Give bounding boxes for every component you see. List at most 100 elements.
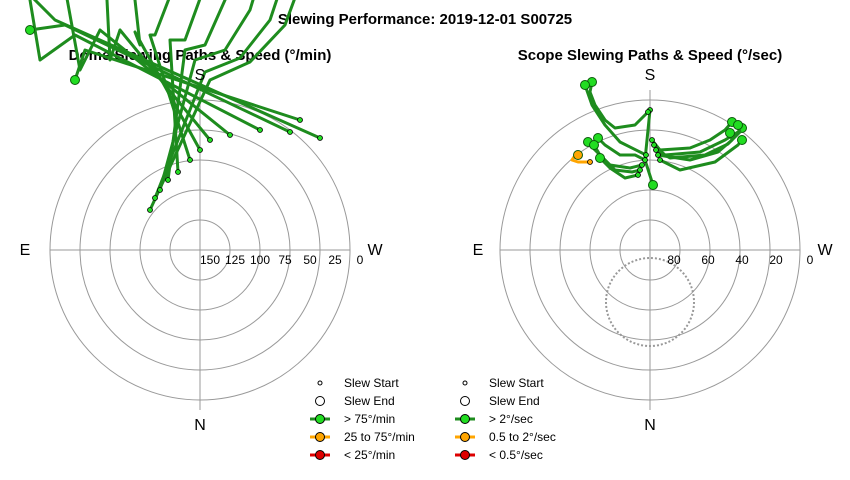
scope-shade-circle [605, 257, 695, 347]
scope-path-start-7 [642, 157, 648, 163]
dome-radial-ticks: 150 125 100 75 50 25 0 [200, 253, 364, 267]
scope-path-start-12 [587, 159, 593, 165]
dome-path-start-2 [157, 187, 163, 193]
dome-legend-label-2: > 75°/min [344, 412, 395, 426]
scope-path-11 [583, 84, 647, 157]
scope-path-start-8 [639, 162, 645, 168]
dome-path-6 [133, 0, 202, 151]
scope-path-2 [650, 121, 734, 152]
scope-path-10 [598, 156, 639, 180]
dome-path-start-6 [197, 147, 203, 153]
scope-tick-label-0: 80 [667, 253, 681, 267]
scope-path-end-12 [573, 150, 583, 160]
dome-compass-right: W [367, 242, 383, 259]
dome-compass-top: S [195, 67, 206, 84]
scope-legend-marker-3 [460, 432, 470, 442]
dome-legend-label-1: Slew End [344, 394, 395, 408]
dome-path-start-0 [147, 207, 153, 213]
scope-path-7 [596, 136, 646, 162]
scope-path-start-6 [657, 157, 663, 163]
scope-paths [570, 77, 747, 190]
scope-path-start-1 [645, 109, 651, 115]
dome-path-end-10 [25, 25, 35, 35]
scope-path-start-5 [655, 152, 661, 158]
dome-path-0 [148, 0, 296, 211]
scope-compass-top: S [645, 67, 656, 84]
dome-path-9 [28, 0, 261, 132]
dome-legend-label-4: < 25°/min [344, 448, 395, 462]
scope-legend-label-3: 0.5 to 2°/sec [489, 430, 556, 444]
dome-path-7 [105, 0, 212, 141]
dome-path-start-9 [257, 127, 263, 133]
scope-path-start-9 [637, 167, 643, 173]
scope-path-start-4 [653, 147, 659, 153]
dome-path-12 [73, 48, 301, 122]
dome-tick-label-6: 0 [357, 253, 364, 267]
scope-radial-ticks: 80 60 40 20 0 [667, 253, 813, 267]
scope-path-end-11 [580, 80, 590, 90]
scope-path-end-6 [737, 135, 747, 145]
scope-legend: Slew Start Slew End > 2°/sec 0.5 to 2°/sec <… [455, 376, 556, 462]
scope-path-start-10 [635, 172, 641, 178]
scope-legend-label-2: > 2°/sec [489, 412, 533, 426]
scope-tick-label-2: 40 [735, 253, 749, 267]
scope-path-end-10 [595, 153, 605, 163]
scope-legend-label-0: Slew Start [489, 376, 544, 390]
dome-path-end-12 [70, 75, 80, 85]
dome-path-start-1 [152, 195, 158, 201]
dome-legend-label-3: 25 to 75°/min [344, 430, 415, 444]
dome-path-2 [158, 0, 255, 191]
dome-tick-label-3: 75 [278, 253, 292, 267]
scope-legend-marker-2 [460, 414, 470, 424]
scope-path-0 [643, 109, 655, 186]
dome-tick-label-1: 125 [225, 253, 245, 267]
scope-chart-title: Scope Slewing Paths & Speed (°/sec) [518, 47, 782, 64]
scope-tick-label-1: 60 [701, 253, 715, 267]
dome-path-start-12 [297, 117, 303, 123]
dome-path-start-5 [187, 157, 193, 163]
dome-path-11 [32, 0, 321, 140]
dome-path-start-7 [207, 137, 213, 143]
scope-legend-marker-1 [460, 396, 470, 406]
scope-path-end-0 [648, 180, 658, 190]
scope-path-end-9 [589, 140, 599, 150]
dome-path-start-4 [175, 169, 181, 175]
dome-tick-label-4: 50 [303, 253, 317, 267]
dome-path-start-10 [287, 129, 293, 135]
scope-legend-marker-0 [462, 380, 468, 386]
scope-compass-right: W [817, 242, 833, 259]
scope-legend-label-4: < 0.5°/sec [489, 448, 543, 462]
dome-path-start-3 [165, 177, 171, 183]
scope-path-end-4 [733, 120, 743, 130]
dome-path-start-11 [317, 135, 323, 141]
scope-path-1 [588, 81, 650, 130]
dome-legend: Slew Start Slew End > 75°/min 25 to 75°/min… [310, 376, 415, 462]
dome-legend-marker-2 [315, 414, 325, 424]
scope-path-start-2 [649, 137, 655, 143]
dome-paths [25, 0, 323, 213]
scope-path-start-11 [643, 152, 649, 158]
scope-grid [499, 90, 801, 410]
scope-compass: S N E W [473, 67, 834, 434]
dome-chart: Dome Slewing Paths & Speed (°/min) S N E… [20, 0, 415, 462]
dome-legend-label-0: Slew Start [344, 376, 399, 390]
dome-path-start-8 [227, 132, 233, 138]
scope-legend-label-1: Slew End [489, 394, 540, 408]
dome-compass: S N E W [20, 67, 384, 434]
dome-grid [49, 90, 351, 410]
figure-title: Slewing Performance: 2019-12-01 S00725 [278, 11, 572, 28]
scope-tick-label-3: 20 [769, 253, 783, 267]
dome-chart-title: Dome Slewing Paths & Speed (°/min) [69, 47, 332, 64]
scope-chart: Scope Slewing Paths & Speed (°/sec) S N … [455, 47, 833, 462]
scope-tick-label-4: 0 [807, 253, 814, 267]
dome-tick-label-0: 150 [200, 253, 220, 267]
scope-compass-left: E [473, 242, 484, 259]
scope-compass-bottom: N [644, 417, 656, 434]
dome-tick-label-2: 100 [250, 253, 270, 267]
dome-legend-marker-3 [315, 432, 325, 442]
scope-legend-marker-4 [460, 450, 470, 460]
scope-path-end-5 [725, 128, 735, 138]
dome-legend-marker-4 [315, 450, 325, 460]
dome-legend-marker-0 [317, 380, 323, 386]
